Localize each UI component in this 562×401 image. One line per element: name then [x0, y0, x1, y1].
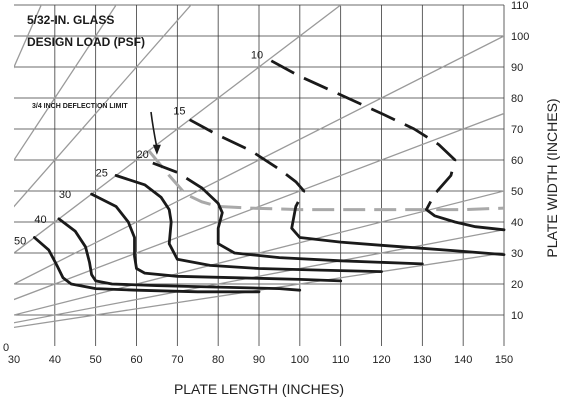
x-tick-label-140: 140: [454, 354, 472, 366]
x-tick-label-80: 80: [212, 354, 224, 366]
x-tick-label-40: 40: [49, 354, 61, 366]
aspect-ratio-line-0: [14, 252, 504, 329]
load-curve-10-solid: [425, 208, 506, 232]
aspect-ratio-line-2: [14, 190, 504, 316]
load-curve-25: [114, 174, 383, 273]
load-curve-label-40: 40: [34, 214, 46, 226]
x-tick-label-90: 90: [253, 354, 265, 366]
aspect-ratio-line-8: [14, 5, 42, 69]
x-tick-label-30: 30: [8, 354, 20, 366]
x-tick-label-110: 110: [332, 354, 350, 366]
y-tick-label-20: 20: [511, 279, 523, 291]
annotation-arrow: [150, 111, 158, 148]
x-tick-label-100: 100: [291, 354, 309, 366]
y-tick-label-80: 80: [511, 93, 523, 105]
x-tick-label-70: 70: [171, 354, 183, 366]
x-tick-label-150: 150: [495, 354, 513, 366]
axis-ticks: 30 40 50 60 70 80 90 100 110 120 130 140 150 0 10 20 30 4…: [3, 0, 529, 366]
y-tick-label-50: 50: [511, 186, 523, 198]
deflection-limit-curve: [147, 149, 505, 212]
load-curve-label-10: 10: [251, 50, 263, 62]
load-curve-20-dashed: [152, 161, 203, 190]
y-tick-label-110: 110: [511, 0, 529, 12]
x-tick-label-130: 130: [413, 354, 431, 366]
chart-title-line-2: DESIGN LOAD (PSF): [27, 35, 145, 49]
annotation-arrowhead: [152, 144, 161, 155]
aspect-ratio-line-4: [14, 35, 504, 285]
load-curve-labels: 10 15 20 25 30 40 50: [14, 50, 263, 248]
y-tick-label-60: 60: [511, 155, 523, 167]
load-curve-40: [57, 217, 302, 292]
x-axis-title: PLATE LENGTH (INCHES): [174, 381, 344, 397]
load-curve-15-solid: [290, 205, 506, 256]
y-tick-label-40: 40: [511, 217, 523, 229]
load-curve-50: [33, 236, 261, 294]
aspect-ratio-line-5: [14, 5, 342, 254]
aspect-ratio-line-6: [14, 5, 192, 208]
y-tick-label-90: 90: [511, 62, 523, 74]
deflection-limit: [147, 149, 505, 212]
load-curve-label-15: 15: [173, 105, 185, 117]
load-curve-20-solid: [200, 186, 424, 266]
deflection-limit-annotation: 3/4 INCH DEFLECTION LIMIT: [32, 103, 128, 110]
load-curves: [33, 59, 506, 294]
y-tick-label-100: 100: [511, 31, 529, 43]
load-curve-label-30: 30: [59, 189, 71, 201]
y-tick-label-30: 30: [511, 248, 523, 260]
y-tick-label-10: 10: [511, 310, 523, 322]
y-tick-label-70: 70: [511, 124, 523, 136]
x-tick-label-120: 120: [372, 354, 390, 366]
aspect-ratio-line-3: [14, 112, 504, 301]
load-curve-15-dashed: [188, 118, 306, 208]
x-tick-label-50: 50: [90, 354, 102, 366]
x-tick-label-60: 60: [130, 354, 142, 366]
load-curve-label-25: 25: [96, 167, 108, 179]
y-tick-label-0: 0: [3, 342, 9, 354]
load-curve-label-20: 20: [137, 149, 149, 161]
load-curve-10-dashed: [270, 59, 457, 211]
y-axis-title: PLATE WIDTH (INCHES): [544, 98, 560, 257]
chart-title-line-1: 5/32-IN. GLASS: [27, 13, 114, 27]
load-curve-label-50: 50: [14, 236, 26, 248]
aspect-ratio-lines: [14, 5, 504, 329]
load-curve-30: [90, 192, 343, 283]
aspect-ratio-line-7: [14, 5, 117, 162]
